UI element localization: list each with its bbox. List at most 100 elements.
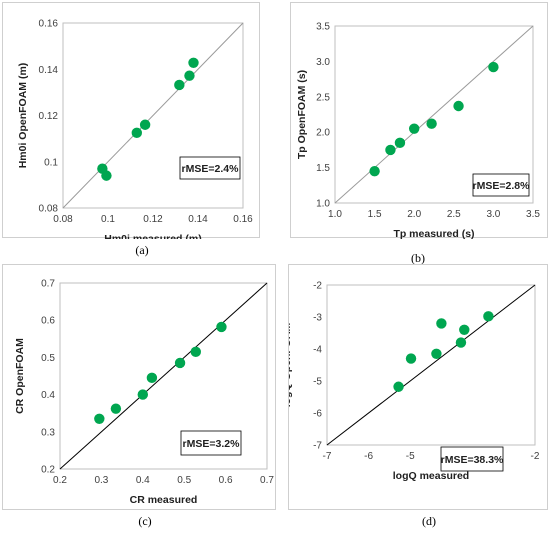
p2-y-tick-label: 3.0: [316, 57, 330, 68]
p3-x-tick-label: 0.6: [219, 475, 233, 486]
p2-x-axis-title: Tp measured (s): [393, 228, 474, 239]
p3-x-tick-label: 0.2: [53, 475, 67, 486]
p2-data-point: [488, 61, 499, 73]
p2-annotation-text: rMSE=2.8%: [473, 180, 531, 192]
p4-x-tick-label: -6: [364, 451, 373, 462]
p3-y-tick-label: 0.3: [41, 427, 55, 438]
p3-annotation-box: [180, 430, 242, 456]
caption-d: (d): [422, 514, 436, 528]
p2-y-tick-label: 2.0: [316, 128, 330, 139]
p2-data-point: [385, 144, 396, 156]
p1-x-tick-label: 0.16: [233, 214, 253, 225]
p4-data-point: [405, 353, 417, 364]
p4-y-axis-title: logQ OpenFOAM: [289, 322, 293, 407]
p1-data-point: [174, 79, 185, 91]
p1-data-point: [139, 119, 151, 130]
p4-y-tick-label: -6: [313, 409, 322, 420]
caption-a: (a): [135, 243, 149, 257]
p4-data-point: [431, 348, 442, 359]
p3-y-tick-label: 0.4: [41, 390, 55, 401]
p4-y-tick-label: -4: [313, 345, 322, 356]
p2-data-point: [409, 123, 420, 134]
p3-data-point: [94, 413, 105, 424]
p2-reference-line: [334, 25, 534, 204]
p3-x-tick-label: 0.5: [177, 475, 191, 486]
p1-data-point: [184, 70, 195, 81]
p4-reference-line: [326, 284, 536, 446]
p4-x-tick-label: -5: [406, 451, 415, 462]
p1-y-tick-label: 0.12: [39, 111, 59, 122]
p3-y-tick-label: 0.6: [41, 316, 55, 327]
p4-y-tick-label: -5: [313, 377, 322, 388]
p3-x-tick-label: 0.3: [94, 475, 108, 486]
p2-data-point: [394, 137, 406, 149]
p1-x-tick-label: 0.14: [188, 214, 208, 225]
panel-b: 1.0 1.5 2.0 2.5 3.0 3.5 1.0 1.5 2.0 2.5 3.0 3.5 rMSE…: [290, 2, 548, 240]
p3-x-tick-label: 0.4: [136, 475, 150, 486]
p1-annotation-box: [179, 156, 241, 180]
p3-reference-line: [59, 282, 268, 470]
p1-y-tick-label: 0.16: [39, 19, 59, 30]
p3-data-point: [174, 357, 186, 369]
p3-plot-frame: [59, 282, 268, 470]
p1-x-tick-label: 0.08: [53, 214, 73, 225]
panel-c: 0.2 0.3 0.4 0.5 0.6 0.7 0.2 0.3 0.4 0.5 0.6 0.7 rMSE…: [2, 264, 276, 510]
caption-b: (b): [411, 251, 425, 265]
p3-y-tick-label: 0.5: [41, 353, 55, 364]
p4-annotation-box: [440, 446, 504, 472]
p4-data-point: [436, 318, 447, 329]
p2-x-tick-label: 3.0: [486, 209, 500, 220]
p3-data-point: [137, 389, 148, 400]
p3-annotation-text: rMSE=3.2%: [183, 438, 241, 450]
p2-plot-frame: [334, 25, 534, 204]
p2-x-tick-label: 2.0: [407, 209, 421, 220]
p4-y-tick-label: -2: [313, 281, 322, 292]
p1-plot-frame: [62, 22, 244, 209]
p1-x-tick-label: 0.1: [101, 214, 115, 225]
p2-y-tick-label: 1.0: [316, 199, 330, 210]
p2-data-point: [426, 118, 437, 129]
p3-data-point: [190, 346, 201, 358]
p1-x-axis-title: Hm0i measured (m): [104, 233, 201, 239]
panel-a: 0.08 0.1 0.12 0.14 0.16 0.08 0.1 0.12 0.14 0.16 rM…: [2, 2, 260, 240]
p1-data-point: [188, 57, 199, 68]
p3-y-tick-label: 0.2: [41, 465, 55, 476]
p1-data-point: [101, 170, 112, 181]
p2-y-tick-label: 1.5: [316, 163, 330, 174]
chart-a: 0.08 0.1 0.12 0.14 0.16 0.08 0.1 0.12 0.14 0.16 rM…: [17, 19, 253, 240]
p2-x-tick-label: 1.0: [328, 209, 342, 220]
p2-x-tick-label: 3.5: [526, 209, 540, 220]
p1-reference-line: [62, 22, 244, 209]
p4-annotation-text: rMSE=38.3%: [441, 454, 504, 466]
p4-x-tick-label: -2: [531, 451, 540, 462]
p1-y-tick-label: 0.08: [39, 204, 59, 215]
p4-data-point: [483, 311, 494, 322]
p3-x-axis-title: CR measured: [130, 494, 198, 506]
p2-data-point: [453, 100, 464, 112]
p1-x-tick-label: 0.12: [143, 214, 163, 225]
chart-c: 0.2 0.3 0.4 0.5 0.6 0.7 0.2 0.3 0.4 0.5 0.6 0.7 rMSE…: [14, 279, 274, 507]
p4-data-point: [393, 381, 404, 392]
p1-annotation-text: rMSE=2.4%: [182, 163, 240, 175]
p4-data-point: [455, 337, 467, 348]
p2-y-tick-label: 2.5: [316, 92, 330, 103]
p2-y-axis-title: Tp OpenFOAM (s): [296, 70, 308, 159]
p4-data-point: [459, 324, 470, 335]
p2-y-tick-label: 3.5: [316, 22, 330, 33]
chart-b: 1.0 1.5 2.0 2.5 3.0 3.5 1.0 1.5 2.0 2.5 3.0 3.5 rMSE…: [296, 22, 540, 240]
p3-y-axis-title: CR OpenFOAM: [14, 338, 26, 414]
p1-y-tick-label: 0.14: [39, 65, 59, 76]
p4-x-axis-title: logQ measured: [393, 470, 469, 482]
p3-data-point: [110, 403, 122, 414]
p4-y-tick-label: -7: [313, 441, 322, 452]
p1-data-point: [131, 127, 142, 139]
p3-data-point: [216, 321, 227, 333]
p4-x-tick-label: -7: [323, 451, 332, 462]
p2-x-tick-label: 2.5: [447, 209, 461, 220]
p2-x-tick-label: 1.5: [368, 209, 382, 220]
p4-plot-frame: [326, 284, 536, 446]
caption-c: (c): [138, 514, 152, 528]
p1-y-tick-label: 0.1: [44, 157, 58, 168]
